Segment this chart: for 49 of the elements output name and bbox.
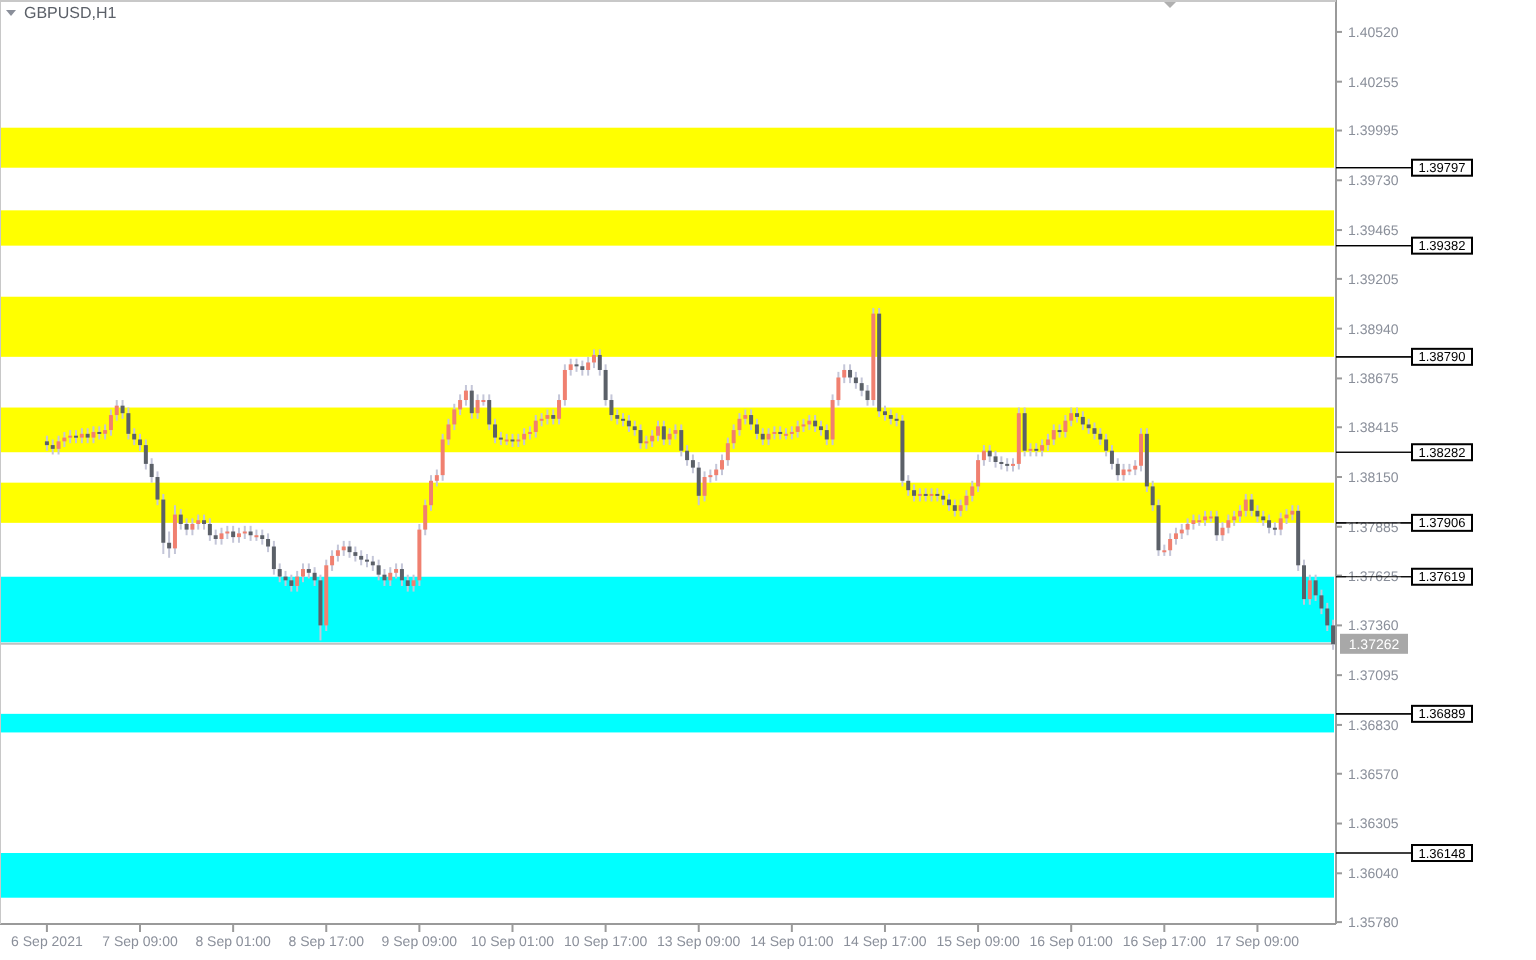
candlestick [463,384,468,407]
candlestick [1307,573,1312,606]
candlestick [1051,423,1056,447]
candlestick [655,419,660,443]
chart-title: GBPUSD,H1 [24,4,118,22]
candlestick [376,558,381,582]
candlestick [964,489,969,512]
candlestick [1057,423,1062,439]
candlestick [1063,414,1068,439]
candlestick [1214,509,1219,542]
candlestick [469,384,474,420]
candlestick [1249,492,1254,518]
candlestick [749,408,754,432]
candlestick [679,423,684,458]
candlestick [1278,511,1283,537]
candlestick [475,393,480,420]
candlestick [591,348,596,370]
candlestick [1080,410,1085,432]
candlestick [56,434,61,456]
candlestick [388,566,393,587]
candlestick [399,562,404,587]
candlestick [859,376,864,398]
candlestick [702,470,707,503]
candlestick [1168,532,1173,557]
candlestick [126,406,131,441]
candlestick [1220,521,1225,542]
candlestick [271,539,276,576]
candlestick [976,453,981,494]
candlestick [172,504,177,556]
candlestick [1226,513,1231,535]
candlestick [638,423,643,450]
candlestick [1243,492,1248,518]
candlestick [318,573,323,642]
candlestick [533,414,538,439]
candlestick [1022,406,1027,458]
candlestick [824,423,829,447]
candlestick [696,461,701,507]
candlestick [848,363,853,385]
candlestick [1267,513,1272,535]
candlestick [108,408,113,437]
candlestick [207,517,212,542]
candlestick [300,562,305,584]
candlestick [295,569,300,593]
candlestick [1139,427,1144,473]
candlestick [661,419,666,447]
candlestick [999,455,1004,471]
candlestick [178,507,183,531]
candlestick [754,417,759,441]
candlestick [586,355,591,377]
